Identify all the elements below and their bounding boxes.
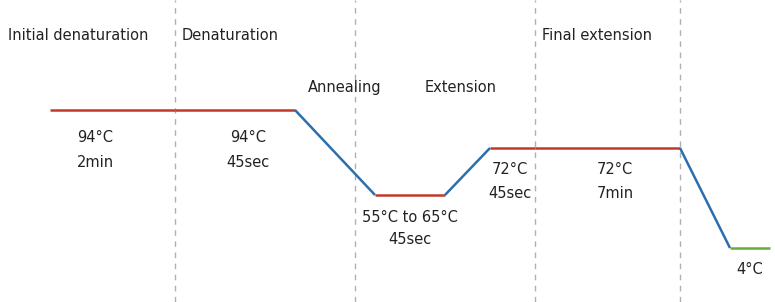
Text: 94°C: 94°C xyxy=(230,130,266,145)
Text: 45sec: 45sec xyxy=(226,155,270,170)
Text: 45sec: 45sec xyxy=(388,232,432,247)
Text: Initial denaturation: Initial denaturation xyxy=(8,28,148,43)
Text: 72°C: 72°C xyxy=(492,162,528,177)
Text: Final extension: Final extension xyxy=(542,28,652,43)
Text: 72°C: 72°C xyxy=(597,162,633,177)
Text: 2min: 2min xyxy=(77,155,114,170)
Text: 7min: 7min xyxy=(597,186,634,201)
Text: 45sec: 45sec xyxy=(488,186,532,201)
Text: 55°C to 65°C: 55°C to 65°C xyxy=(362,210,458,225)
Text: Denaturation: Denaturation xyxy=(182,28,279,43)
Text: Extension: Extension xyxy=(425,80,497,95)
Text: Annealing: Annealing xyxy=(308,80,381,95)
Text: 94°C: 94°C xyxy=(77,130,113,145)
Text: 4°C: 4°C xyxy=(736,262,763,277)
